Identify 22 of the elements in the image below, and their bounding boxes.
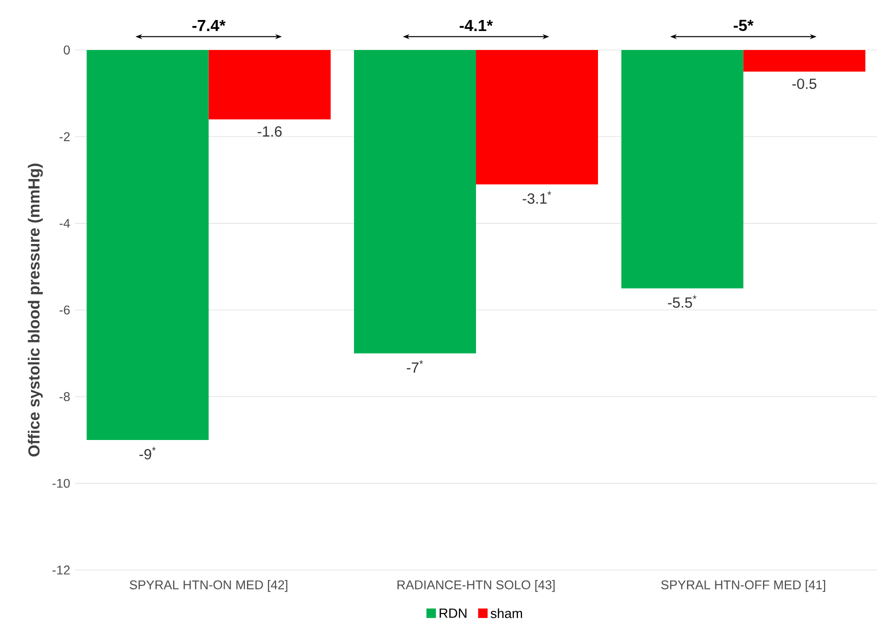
text: -7.4*	[192, 20, 226, 32]
y-tick-label: 0	[64, 46, 70, 54]
data-label: -0.5	[792, 78, 816, 89]
data-label: -1.6	[258, 126, 282, 137]
y-axis-title: Office systolic blood pressure (mmHg)	[28, 164, 43, 456]
y-tick-label: -8	[60, 392, 70, 402]
x-tick-label: RADIANCE-HTN SOLO [43]	[398, 580, 555, 592]
data-label: -9$^{*}$	[139, 446, 156, 460]
x-tick-label: SPYRAL HTN-ON MED [42]	[130, 580, 288, 592]
data-label: -5.5$^{*}$	[668, 295, 696, 308]
legend-label: RDN	[440, 608, 466, 618]
text: -5*	[734, 20, 754, 32]
legend-label: sham	[490, 608, 522, 618]
data-label: -7$^{*}$	[406, 360, 424, 373]
y-tick-label: -12	[52, 566, 70, 574]
data-label: -3.1$^{*}$	[522, 191, 552, 204]
y-tick-label: -6	[60, 306, 70, 314]
y-tick-label: -10	[52, 478, 70, 488]
y-tick-label: -4	[60, 218, 70, 228]
text: -4.1*	[460, 20, 493, 32]
y-tick-label: -2	[60, 132, 70, 142]
x-tick-label: SPYRAL HTN-OFF MED [41]	[661, 580, 826, 592]
